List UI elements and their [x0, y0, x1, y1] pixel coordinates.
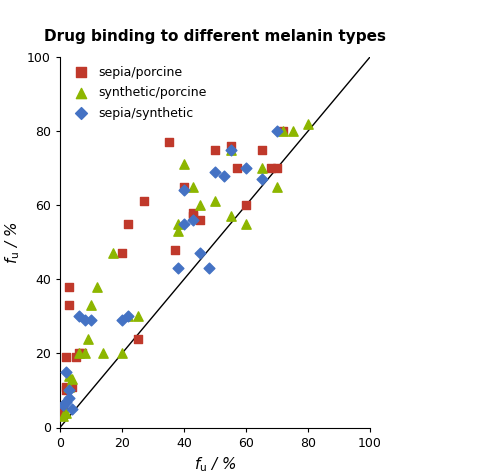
sepia/synthetic [220, 172, 228, 180]
synthetic/porcine [174, 228, 182, 235]
sepia/porcine [74, 350, 82, 357]
synthetic/porcine [279, 127, 287, 135]
sepia/porcine [66, 283, 74, 291]
Y-axis label: $\mathit{f}_{\mathrm{u}}$ / %: $\mathit{f}_{\mathrm{u}}$ / % [3, 221, 22, 264]
synthetic/porcine [134, 313, 141, 320]
sepia/synthetic [211, 168, 219, 176]
synthetic/porcine [288, 127, 296, 135]
sepia/synthetic [258, 175, 266, 183]
sepia/porcine [124, 220, 132, 228]
sepia/synthetic [180, 187, 188, 194]
sepia/porcine [59, 409, 67, 417]
sepia/porcine [59, 405, 67, 413]
sepia/synthetic [273, 127, 281, 135]
sepia/porcine [232, 164, 240, 172]
sepia/porcine [267, 164, 275, 172]
synthetic/porcine [100, 350, 108, 357]
synthetic/porcine [273, 183, 281, 190]
synthetic/porcine [66, 372, 74, 380]
sepia/porcine [273, 164, 281, 172]
sepia/synthetic [124, 313, 132, 320]
sepia/porcine [164, 138, 172, 146]
synthetic/porcine [226, 212, 234, 220]
sepia/synthetic [174, 265, 182, 272]
sepia/porcine [211, 146, 219, 153]
sepia/synthetic [180, 220, 188, 228]
synthetic/porcine [108, 249, 116, 257]
sepia/synthetic [87, 316, 95, 324]
sepia/porcine [180, 183, 188, 190]
sepia/porcine [190, 212, 198, 220]
X-axis label: $\mathit{f}_{\mathrm{u}}$ / %: $\mathit{f}_{\mathrm{u}}$ / % [194, 455, 236, 474]
sepia/porcine [140, 198, 147, 205]
Legend: sepia/porcine, synthetic/porcine, sepia/synthetic: sepia/porcine, synthetic/porcine, sepia/… [66, 63, 210, 122]
sepia/porcine [72, 353, 80, 361]
synthetic/porcine [68, 376, 76, 383]
synthetic/porcine [211, 198, 219, 205]
synthetic/porcine [242, 220, 250, 228]
sepia/synthetic [66, 387, 74, 394]
sepia/synthetic [196, 249, 203, 257]
synthetic/porcine [190, 183, 198, 190]
sepia/synthetic [226, 146, 234, 153]
sepia/synthetic [66, 394, 74, 402]
synthetic/porcine [81, 350, 89, 357]
synthetic/porcine [258, 164, 266, 172]
sepia/porcine [62, 353, 70, 361]
sepia/synthetic [205, 265, 213, 272]
sepia/porcine [68, 383, 76, 390]
sepia/synthetic [74, 313, 82, 320]
synthetic/porcine [124, 313, 132, 320]
sepia/porcine [78, 350, 86, 357]
sepia/porcine [196, 216, 203, 224]
Text: Drug binding to different melanin types: Drug binding to different melanin types [44, 28, 386, 44]
sepia/porcine [258, 146, 266, 153]
sepia/synthetic [68, 405, 76, 413]
synthetic/porcine [174, 220, 182, 228]
sepia/porcine [242, 201, 250, 209]
sepia/porcine [190, 209, 198, 217]
sepia/porcine [62, 383, 70, 390]
synthetic/porcine [59, 413, 67, 420]
synthetic/porcine [196, 201, 203, 209]
sepia/synthetic [242, 164, 250, 172]
synthetic/porcine [226, 146, 234, 153]
synthetic/porcine [180, 161, 188, 168]
synthetic/porcine [66, 383, 74, 390]
sepia/synthetic [59, 401, 67, 409]
sepia/synthetic [81, 316, 89, 324]
synthetic/porcine [84, 335, 92, 342]
sepia/porcine [118, 249, 126, 257]
sepia/porcine [62, 387, 70, 394]
sepia/porcine [170, 246, 178, 254]
sepia/synthetic [62, 398, 70, 405]
sepia/synthetic [118, 316, 126, 324]
sepia/synthetic [62, 368, 70, 376]
sepia/porcine [134, 335, 141, 342]
sepia/porcine [66, 302, 74, 309]
sepia/porcine [226, 142, 234, 150]
sepia/synthetic [190, 216, 198, 224]
synthetic/porcine [62, 409, 70, 417]
sepia/porcine [279, 127, 287, 135]
synthetic/porcine [118, 350, 126, 357]
synthetic/porcine [74, 350, 82, 357]
synthetic/porcine [93, 283, 101, 291]
synthetic/porcine [87, 302, 95, 309]
synthetic/porcine [304, 120, 312, 127]
